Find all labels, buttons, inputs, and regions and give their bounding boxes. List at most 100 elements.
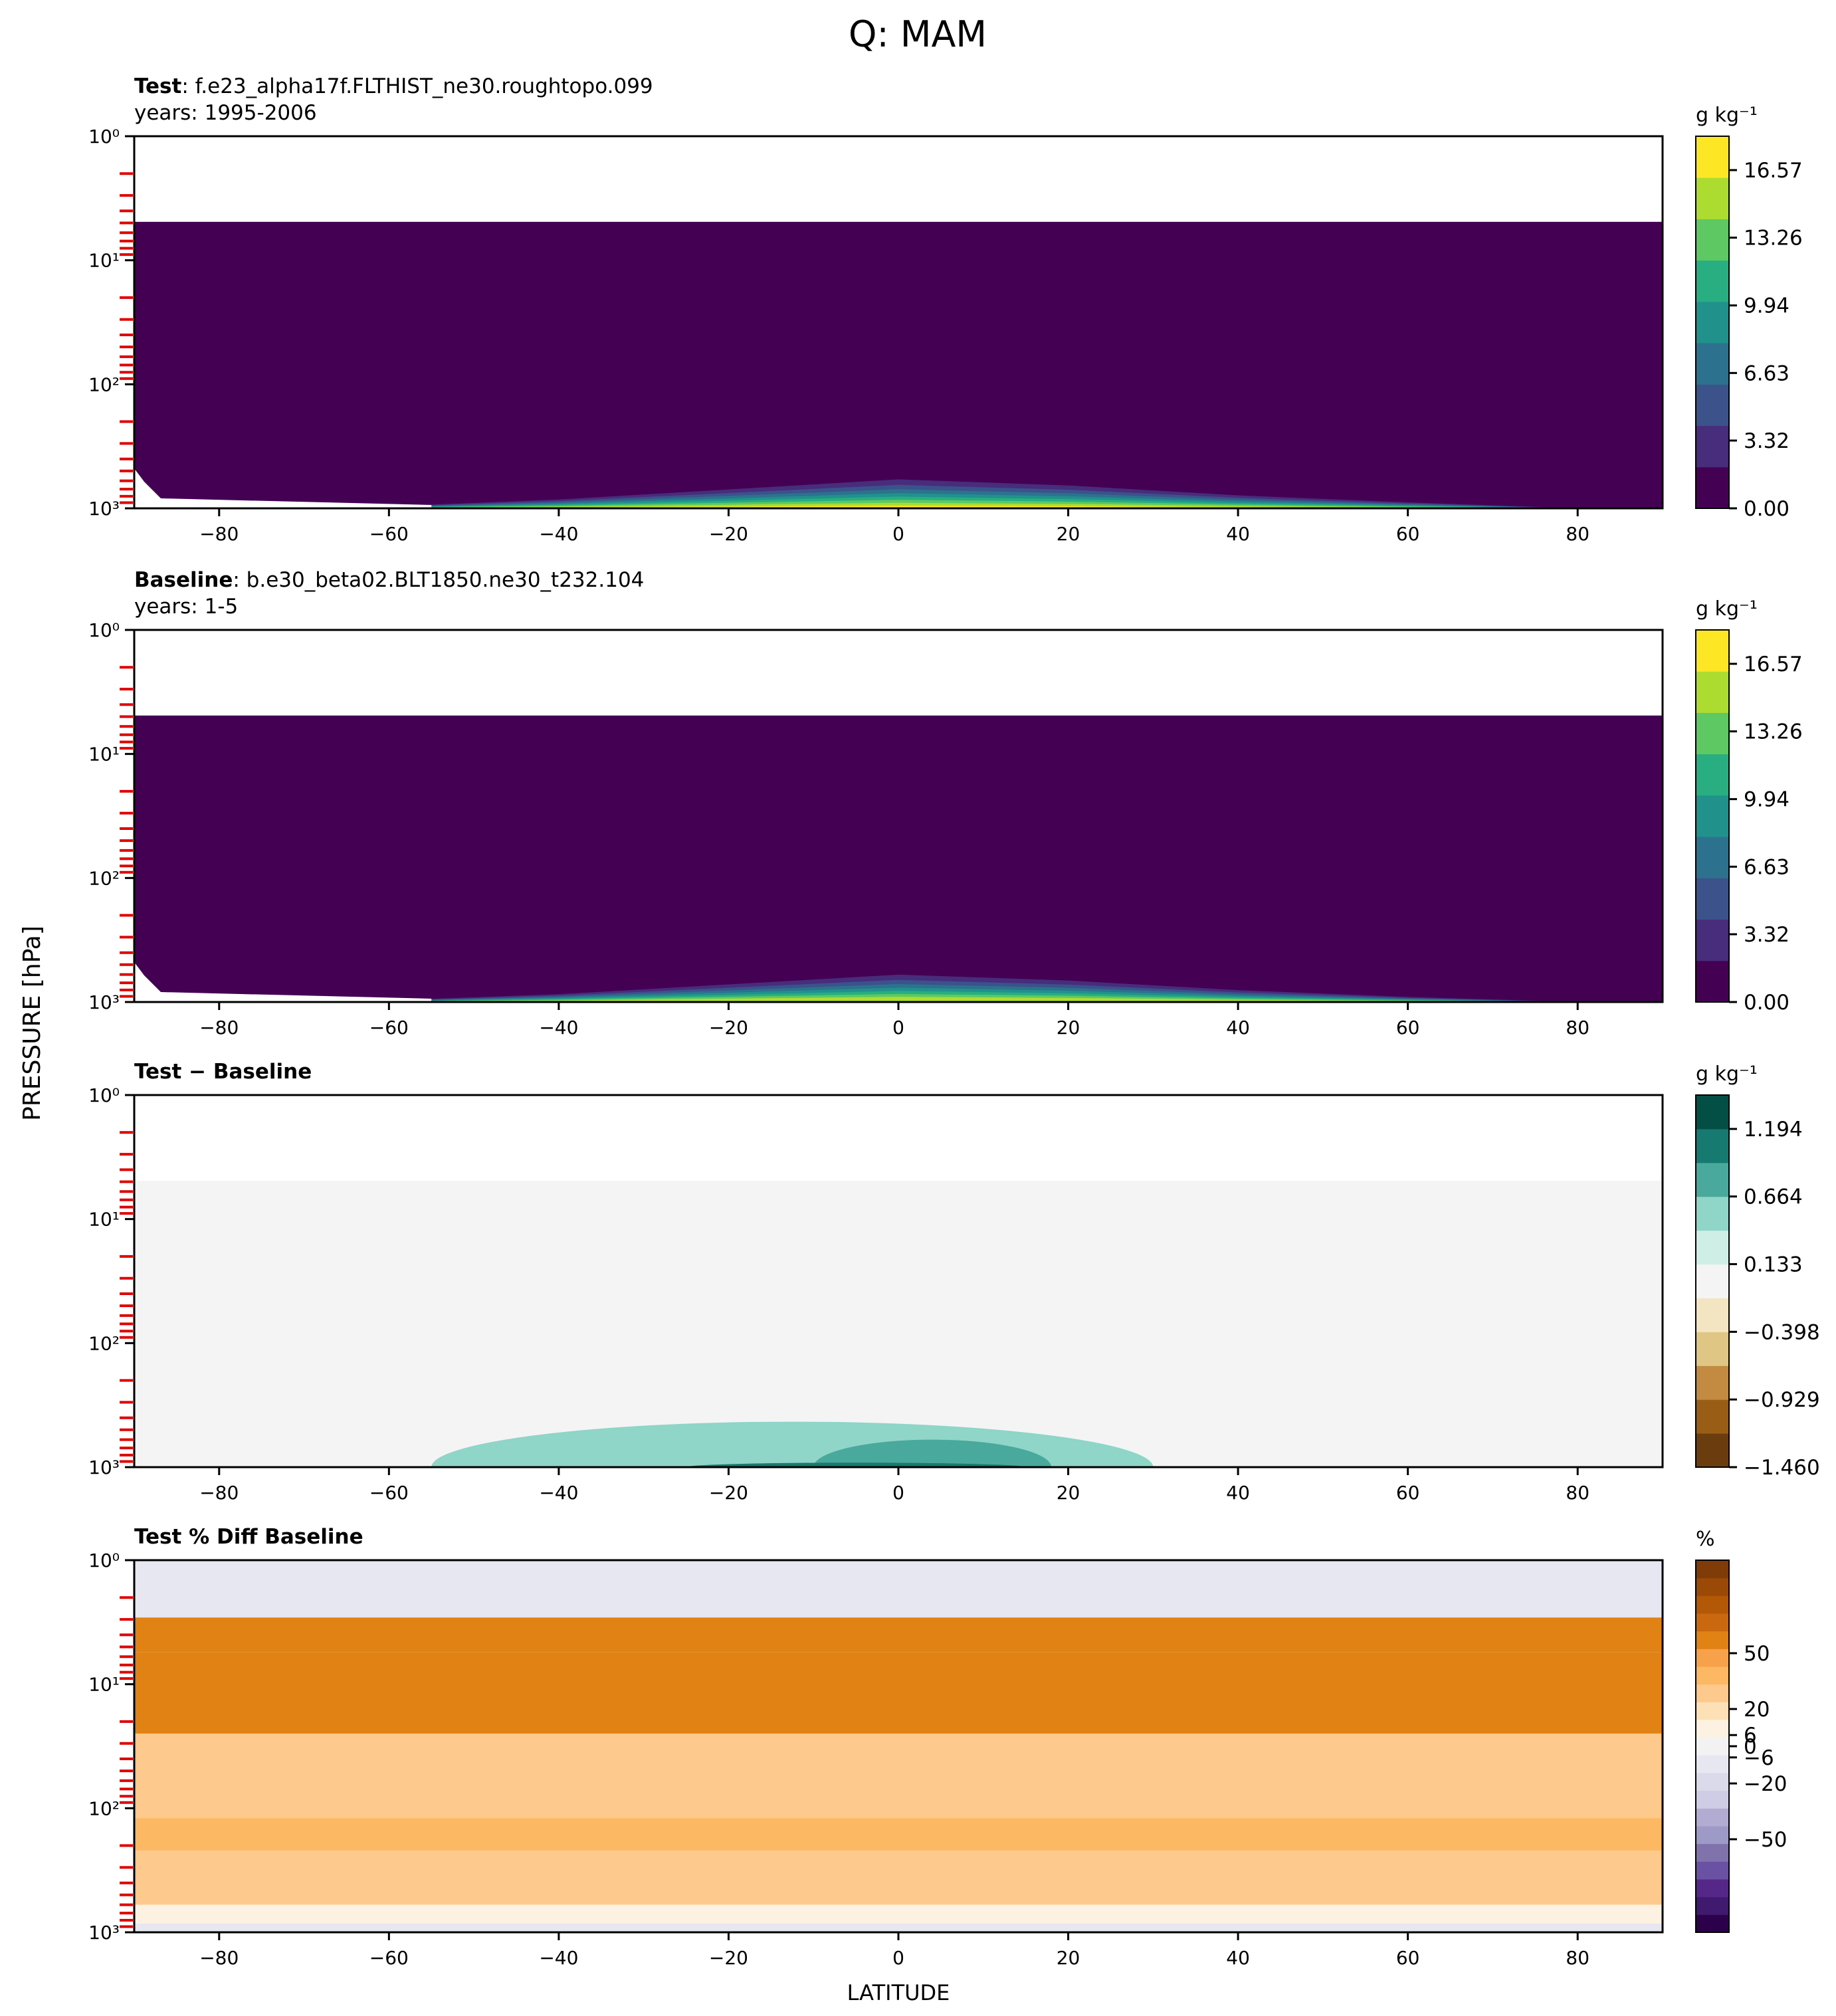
colorbar-tick-label: −1.460 xyxy=(1744,1456,1820,1480)
colorbar-band xyxy=(1696,878,1729,920)
x-tick-label: 0 xyxy=(892,1947,904,1969)
colorbar-band xyxy=(1696,1879,1729,1898)
x-tick-label: 20 xyxy=(1057,1017,1080,1039)
field-anomaly-2 xyxy=(813,1439,1051,1467)
colorbar-tick-label: 16.57 xyxy=(1744,653,1803,676)
y-tick-label: 10⁰ xyxy=(88,126,120,148)
colorbar-tick-label: 6 xyxy=(1744,1724,1757,1748)
colorbar-band xyxy=(1696,1577,1729,1596)
y-tick-label: 10³ xyxy=(88,1457,120,1478)
panel-title-bold: Test % Diff Baseline xyxy=(134,1525,363,1549)
field-layer-2 xyxy=(134,1733,1663,1819)
colorbar-tick-label: 16.57 xyxy=(1744,159,1803,183)
colorbar-band xyxy=(1696,1332,1729,1366)
x-tick-label: 80 xyxy=(1566,1017,1589,1039)
colorbar-tick-label: −20 xyxy=(1744,1772,1787,1796)
colorbar-tick-label: −50 xyxy=(1744,1828,1787,1852)
x-tick-label: −80 xyxy=(199,1017,239,1039)
colorbar-tick-label: 0.133 xyxy=(1744,1253,1803,1276)
x-tick-label: −80 xyxy=(199,1482,239,1504)
colorbar-frame xyxy=(1695,136,1730,509)
colorbar-tick-label: 6.63 xyxy=(1744,361,1789,385)
field-background xyxy=(134,715,1663,1002)
panels: Test: f.e23_alpha17f.FLTHIST_ne30.rought… xyxy=(88,74,1820,1969)
colorbar-tick-label: 0.664 xyxy=(1744,1185,1803,1209)
panel-title-bold: Baseline xyxy=(134,568,233,592)
x-tick-label: −20 xyxy=(709,1482,748,1504)
y-tick-label: 10³ xyxy=(88,498,120,520)
colorbar-units: g kg⁻¹ xyxy=(1696,597,1758,621)
panel-field xyxy=(134,1560,1663,1932)
colorbar-band xyxy=(1696,1631,1729,1649)
colorbar-band xyxy=(1696,219,1729,261)
colorbar-tick-label: 9.94 xyxy=(1744,294,1789,318)
colorbar-band xyxy=(1696,1399,1729,1434)
colorbar-band xyxy=(1696,1896,1729,1915)
x-tick-label: −60 xyxy=(369,523,409,545)
x-tick-label: −40 xyxy=(539,1482,578,1504)
field-background xyxy=(134,221,1663,508)
colorbar-band xyxy=(1696,1095,1729,1130)
panel-title-rest: : b.e30_beta02.BLT1850.ne30_t232.104 xyxy=(233,568,644,592)
colorbar-tick-label: −0.929 xyxy=(1744,1388,1820,1412)
colorbar-tick-label: 13.26 xyxy=(1744,720,1803,744)
panel-title-rest: : f.e23_alpha17f.FLTHIST_ne30.roughtopo.… xyxy=(181,74,653,98)
colorbar-band xyxy=(1696,301,1729,344)
colorbar-band xyxy=(1696,343,1729,385)
panel-title: Test: f.e23_alpha17f.FLTHIST_ne30.rought… xyxy=(134,74,653,98)
colorbar-band xyxy=(1696,919,1729,961)
y-tick-label: 10² xyxy=(88,373,120,395)
x-tick-label: −80 xyxy=(199,523,239,545)
x-tick-label: 60 xyxy=(1396,1947,1420,1969)
colorbar-tick-label: −0.398 xyxy=(1744,1320,1820,1344)
x-tick-label: 40 xyxy=(1226,1947,1250,1969)
y-tick-label: 10³ xyxy=(88,991,120,1013)
x-tick-label: 60 xyxy=(1396,1482,1420,1504)
colorbar-band xyxy=(1696,1560,1729,1579)
panel-title: Test − Baseline xyxy=(134,1060,312,1084)
field-layer-5 xyxy=(134,1904,1663,1924)
field-layer-1 xyxy=(134,1652,1663,1734)
colorbar-band xyxy=(1696,754,1729,796)
field-layer-4 xyxy=(134,1851,1663,1905)
colorbar-band xyxy=(1696,712,1729,755)
colorbar-band xyxy=(1696,1230,1729,1265)
colorbar-band xyxy=(1696,1162,1729,1197)
colorbar-tick-label: 0 xyxy=(1744,1735,1757,1759)
colorbar-band xyxy=(1696,1826,1729,1845)
field-background xyxy=(134,1180,1663,1467)
field-layer-0 xyxy=(134,1617,1663,1653)
colorbar-tick-label: 9.94 xyxy=(1744,788,1789,812)
y-tick-label: 10² xyxy=(88,1797,120,1819)
colorbar-band xyxy=(1696,1737,1729,1756)
colorbar-band xyxy=(1696,1128,1729,1163)
field-layer-6 xyxy=(134,1923,1663,1932)
colorbar-band xyxy=(1696,1649,1729,1667)
colorbar-band xyxy=(1696,425,1729,468)
colorbar-band xyxy=(1696,1808,1729,1827)
colorbar-band xyxy=(1696,384,1729,427)
colorbar-band xyxy=(1696,1298,1729,1332)
colorbar-units: % xyxy=(1696,1528,1715,1551)
y-tick-label: 10⁰ xyxy=(88,1084,120,1106)
field-contour-7 xyxy=(134,502,1578,508)
y-tick-label: 10¹ xyxy=(88,1209,120,1231)
panel-years: years: 1-5 xyxy=(134,595,238,619)
colorbar-tick-label: 3.32 xyxy=(1744,923,1789,947)
panel-3: Test % Diff Baseline−80 −60 −40 −20 0 20 40 60 8… xyxy=(88,1525,1787,1969)
colorbar-band xyxy=(1696,1666,1729,1685)
panel-years: years: 1995-2006 xyxy=(134,101,317,125)
x-tick-label: −60 xyxy=(369,1947,409,1969)
colorbar-band xyxy=(1696,671,1729,713)
x-tick-label: 20 xyxy=(1057,1947,1080,1969)
x-tick-label: 0 xyxy=(892,1482,904,1504)
colorbar-frame xyxy=(1695,1094,1730,1468)
colorbar-band xyxy=(1696,1613,1729,1632)
field-contour-7 xyxy=(134,997,1578,1002)
colorbar-tick-label: 20 xyxy=(1744,1698,1770,1722)
colorbar-band xyxy=(1696,837,1729,878)
panel-title-bold: Test xyxy=(134,74,182,98)
x-tick-label: 40 xyxy=(1226,1017,1250,1039)
